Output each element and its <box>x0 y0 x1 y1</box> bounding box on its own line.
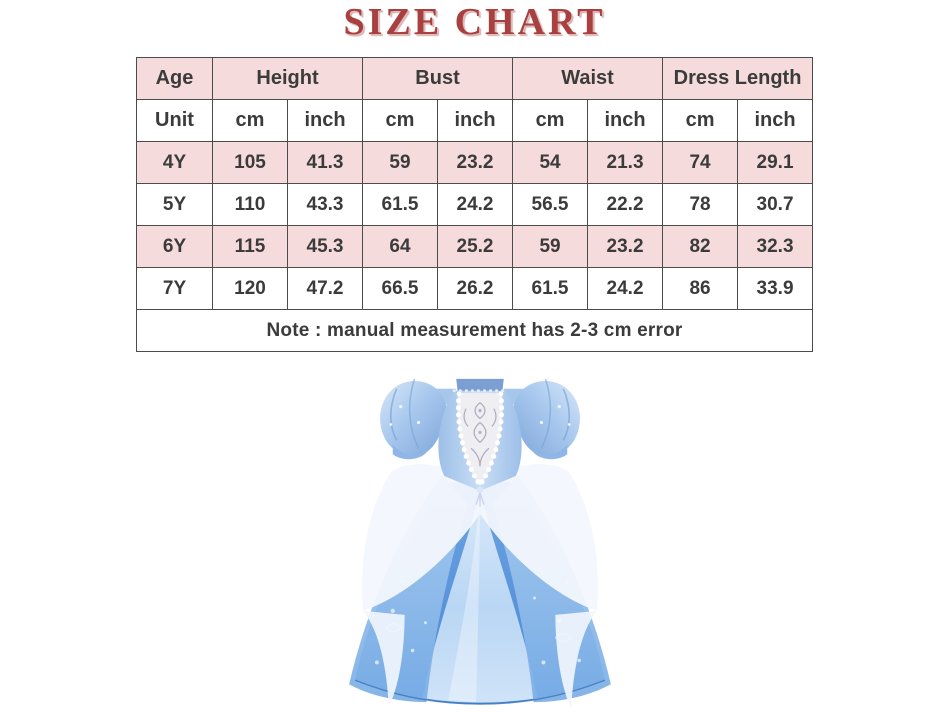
col-header-waist: Waist <box>512 57 664 100</box>
value-cell: 47.2 <box>287 267 363 310</box>
value-cell: 41.3 <box>287 141 363 184</box>
value-cell: 45.3 <box>287 225 363 268</box>
value-cell: 110 <box>212 183 288 226</box>
unit-cell: inch <box>287 99 363 142</box>
age-cell: 5Y <box>136 183 213 226</box>
col-header-age: Age <box>136 57 213 100</box>
note-text: Note : manual measurement has 2-3 cm err… <box>135 309 814 352</box>
age-cell: 4Y <box>136 141 213 184</box>
value-cell: 43.3 <box>287 183 363 226</box>
value-cell: 25.2 <box>436 225 514 268</box>
value-cell: 33.9 <box>737 267 814 310</box>
value-cell: 24.2 <box>587 267 664 310</box>
dress-illustration <box>349 378 611 709</box>
value-cell: 120 <box>212 267 288 310</box>
value-cell: 56.5 <box>512 183 589 226</box>
value-cell: 61.5 <box>362 183 438 226</box>
col-header-bust: Bust <box>361 57 514 100</box>
dress-hip-drape-left <box>362 464 480 611</box>
size-row-4y: 4Y 105 41.3 59 23.2 54 21.3 74 29.1 <box>136 141 814 184</box>
age-cell: 6Y <box>136 225 213 268</box>
value-cell: 64 <box>362 225 438 268</box>
unit-row: Unit cm inch cm inch cm inch cm inch <box>136 99 814 142</box>
unit-cell: cm <box>662 99 739 142</box>
unit-cell: inch <box>737 99 814 142</box>
value-cell: 29.1 <box>737 141 814 184</box>
unit-cell: cm <box>512 99 589 142</box>
value-cell: 74 <box>662 141 739 184</box>
value-cell: 78 <box>662 183 739 226</box>
value-cell: 59 <box>512 225 589 268</box>
value-cell: 105 <box>212 141 288 184</box>
header-row: Age Height Bust Waist Dress Length <box>136 57 814 100</box>
dress-hip-drape-right <box>480 464 598 611</box>
size-chart-table: Age Height Bust Waist Dress Length Unit … <box>135 57 814 352</box>
value-cell: 26.2 <box>436 267 514 310</box>
page-title: SIZE CHART <box>343 1 606 43</box>
blue-princess-dress-image <box>330 365 630 712</box>
dress-waist-ornament <box>475 486 485 507</box>
value-cell: 54 <box>512 141 589 184</box>
value-cell: 86 <box>662 267 739 310</box>
value-cell: 24.2 <box>436 183 514 226</box>
unit-cell: cm <box>362 99 438 142</box>
age-cell: 7Y <box>136 267 213 310</box>
unit-cell: cm <box>212 99 288 142</box>
value-cell: 23.2 <box>436 141 514 184</box>
col-header-dress-length: Dress Length <box>662 57 814 100</box>
value-cell: 30.7 <box>737 183 814 226</box>
size-row-5y: 5Y 110 43.3 61.5 24.2 56.5 22.2 78 30.7 <box>136 183 814 226</box>
size-row-7y: 7Y 120 47.2 66.5 26.2 61.5 24.2 86 33.9 <box>136 267 814 310</box>
value-cell: 32.3 <box>737 225 814 268</box>
unit-cell: inch <box>587 99 664 142</box>
dress-sleeve-right <box>513 378 580 460</box>
value-cell: 23.2 <box>587 225 664 268</box>
unit-cell: inch <box>436 99 514 142</box>
value-cell: 21.3 <box>587 141 664 184</box>
value-cell: 82 <box>662 225 739 268</box>
note-row: Note : manual measurement has 2-3 cm err… <box>135 309 814 352</box>
size-row-6y: 6Y 115 45.3 64 25.2 59 23.2 82 32.3 <box>136 225 814 268</box>
value-cell: 61.5 <box>512 267 589 310</box>
value-cell: 66.5 <box>362 267 438 310</box>
value-cell: 115 <box>212 225 288 268</box>
unit-label: Unit <box>136 99 213 142</box>
col-header-height: Height <box>212 57 363 100</box>
dress-satin-panel <box>422 489 538 703</box>
dress-sleeve-left <box>380 378 447 460</box>
dress-bodice <box>438 389 522 491</box>
value-cell: 22.2 <box>587 183 664 226</box>
value-cell: 59 <box>362 141 438 184</box>
